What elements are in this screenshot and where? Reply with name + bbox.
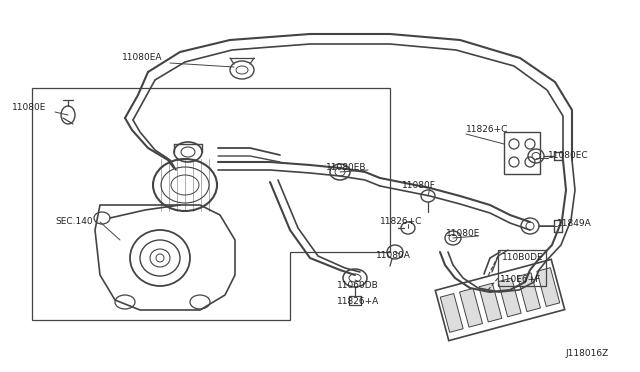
Polygon shape: [460, 288, 483, 327]
Text: 110B0DE: 110B0DE: [502, 253, 543, 263]
Text: 11080A: 11080A: [376, 251, 411, 260]
Text: 110E6+F: 110E6+F: [500, 276, 541, 285]
Text: 11080EC: 11080EC: [548, 151, 589, 160]
Bar: [498, 250, 546, 286]
Text: 11826+C: 11826+C: [466, 125, 508, 135]
Text: 11080F: 11080F: [402, 182, 436, 190]
Polygon shape: [518, 273, 540, 312]
Text: J118016Z: J118016Z: [565, 350, 608, 359]
Text: 11826+C: 11826+C: [380, 218, 422, 227]
Bar: [504, 132, 540, 174]
Text: SEC.140: SEC.140: [55, 218, 93, 227]
Text: 11080EB: 11080EB: [326, 164, 367, 173]
Text: 11060DB: 11060DB: [337, 280, 379, 289]
Polygon shape: [498, 278, 521, 317]
Text: 11080EA: 11080EA: [122, 52, 163, 61]
Polygon shape: [537, 268, 560, 307]
Text: 11080E: 11080E: [12, 103, 46, 112]
Text: 11849A: 11849A: [557, 219, 592, 228]
Polygon shape: [479, 283, 502, 322]
Text: 11080E: 11080E: [446, 230, 481, 238]
Polygon shape: [440, 294, 463, 332]
Text: 11826+A: 11826+A: [337, 298, 380, 307]
